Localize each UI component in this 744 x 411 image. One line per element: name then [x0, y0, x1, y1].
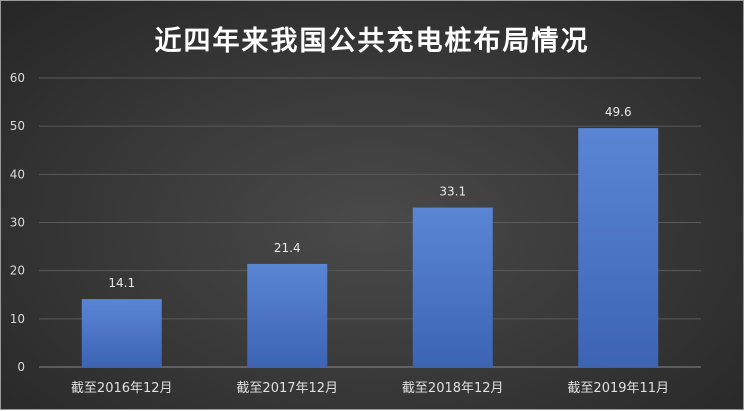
y-tick-label: 50 [10, 119, 25, 133]
y-tick-label: 40 [10, 167, 25, 181]
data-label: 49.6 [605, 105, 632, 119]
x-tick-label: 截至2018年12月 [402, 381, 504, 396]
y-tick-label: 60 [10, 71, 25, 85]
bar [247, 263, 328, 367]
y-tick-label: 0 [17, 360, 25, 374]
y-tick-label: 30 [10, 216, 25, 230]
data-label: 21.4 [274, 241, 301, 255]
x-tick-label: 截至2019年11月 [567, 381, 669, 396]
x-tick-label: 截至2016年12月 [71, 381, 173, 396]
chart-title: 近四年来我国公共充电桩布局情况 [154, 26, 590, 57]
data-label: 33.1 [439, 185, 466, 199]
bar [412, 207, 493, 367]
bar [578, 128, 659, 367]
bars [81, 128, 659, 367]
labels: 0 10 20 30 40 50 60 14.1 截至2016年12月 21.4 截至2017年12… [10, 71, 669, 396]
y-tick-label: 10 [10, 312, 25, 326]
bar [81, 299, 162, 367]
y-tick-label: 20 [10, 264, 25, 278]
x-tick-label: 截至2017年12月 [236, 381, 338, 396]
data-label: 14.1 [108, 276, 135, 290]
